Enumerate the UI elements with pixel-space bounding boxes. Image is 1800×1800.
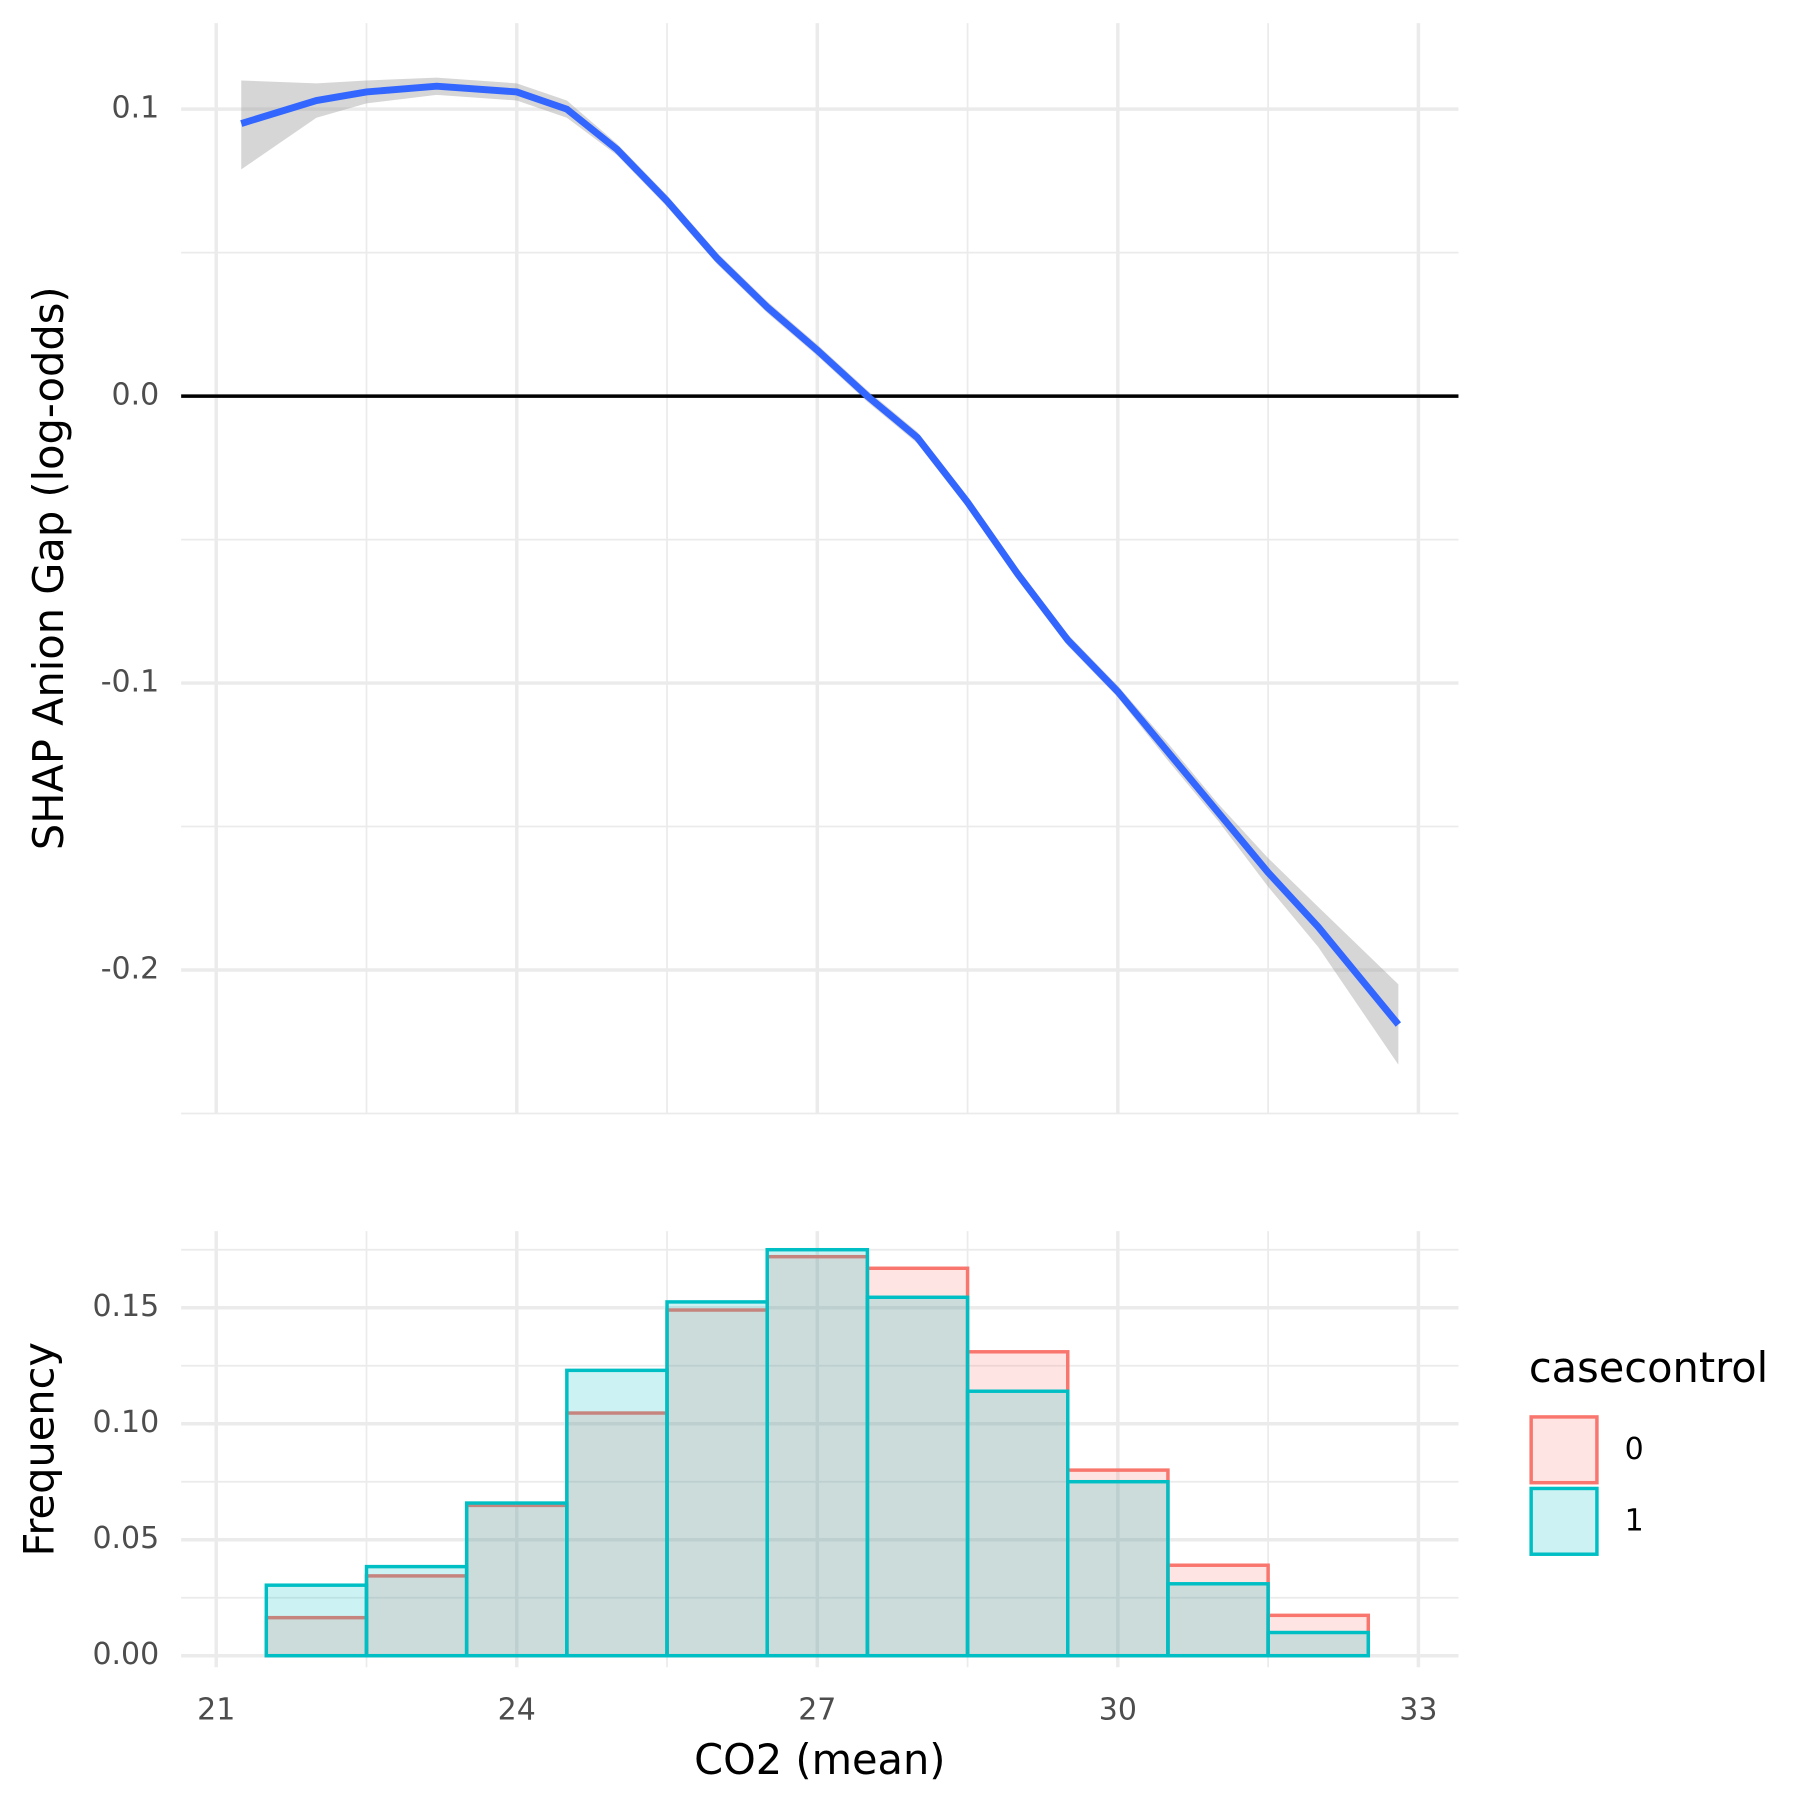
y-tick-label: 0.1 bbox=[112, 91, 160, 126]
histogram-bar bbox=[665, 1308, 769, 1658]
smooth-line bbox=[240, 82, 1402, 1027]
y-tick-label: 0.0 bbox=[112, 378, 160, 413]
histogram-bar bbox=[264, 1583, 369, 1658]
histogram-bar bbox=[1166, 1582, 1270, 1658]
x-tick-label: 33 bbox=[1399, 1693, 1437, 1728]
histogram-bar bbox=[565, 1368, 669, 1658]
y-axis-title: Frequency bbox=[15, 1342, 64, 1556]
y-tick-label: 0.10 bbox=[92, 1405, 159, 1440]
histogram-bar bbox=[965, 1389, 1070, 1658]
histogram-bar bbox=[464, 1503, 569, 1658]
legend-key bbox=[1529, 1486, 1599, 1556]
histogram-bar bbox=[865, 1295, 970, 1658]
histogram-bar bbox=[464, 1501, 569, 1658]
histogram-bar bbox=[765, 1247, 870, 1658]
histogram-bar bbox=[1066, 1468, 1170, 1658]
histogram-bar bbox=[1066, 1479, 1170, 1658]
histogram-bar bbox=[565, 1411, 669, 1658]
y-tick-label: -0.1 bbox=[101, 665, 160, 700]
legend-title: casecontrol bbox=[1529, 1343, 1768, 1392]
plot-area: 0.1 0.0 -0.1 -0.2 SHAP Anion Gap (log-odds) 0… bbox=[15, 23, 1768, 1784]
x-tick-label: 30 bbox=[1099, 1693, 1137, 1728]
x-axis-title: CO2 (mean) bbox=[694, 1735, 945, 1784]
legend-label: 0 bbox=[1625, 1432, 1644, 1467]
x-tick-label: 24 bbox=[498, 1693, 536, 1728]
histogram-bar bbox=[1266, 1630, 1371, 1658]
legend-key bbox=[1529, 1415, 1599, 1485]
y-tick-label: -0.2 bbox=[101, 951, 160, 986]
y-axis-title: SHAP Anion Gap (log-odds) bbox=[24, 286, 73, 850]
legend-label: 1 bbox=[1625, 1503, 1644, 1538]
x-tick-label: 27 bbox=[798, 1693, 836, 1728]
x-tick-label: 21 bbox=[197, 1693, 235, 1728]
y-tick-label: 0.05 bbox=[92, 1521, 159, 1556]
histogram-bar bbox=[665, 1300, 769, 1658]
y-tick-label: 0.15 bbox=[92, 1289, 159, 1324]
histogram-bar bbox=[364, 1564, 469, 1658]
y-tick-label: 0.00 bbox=[92, 1637, 159, 1672]
